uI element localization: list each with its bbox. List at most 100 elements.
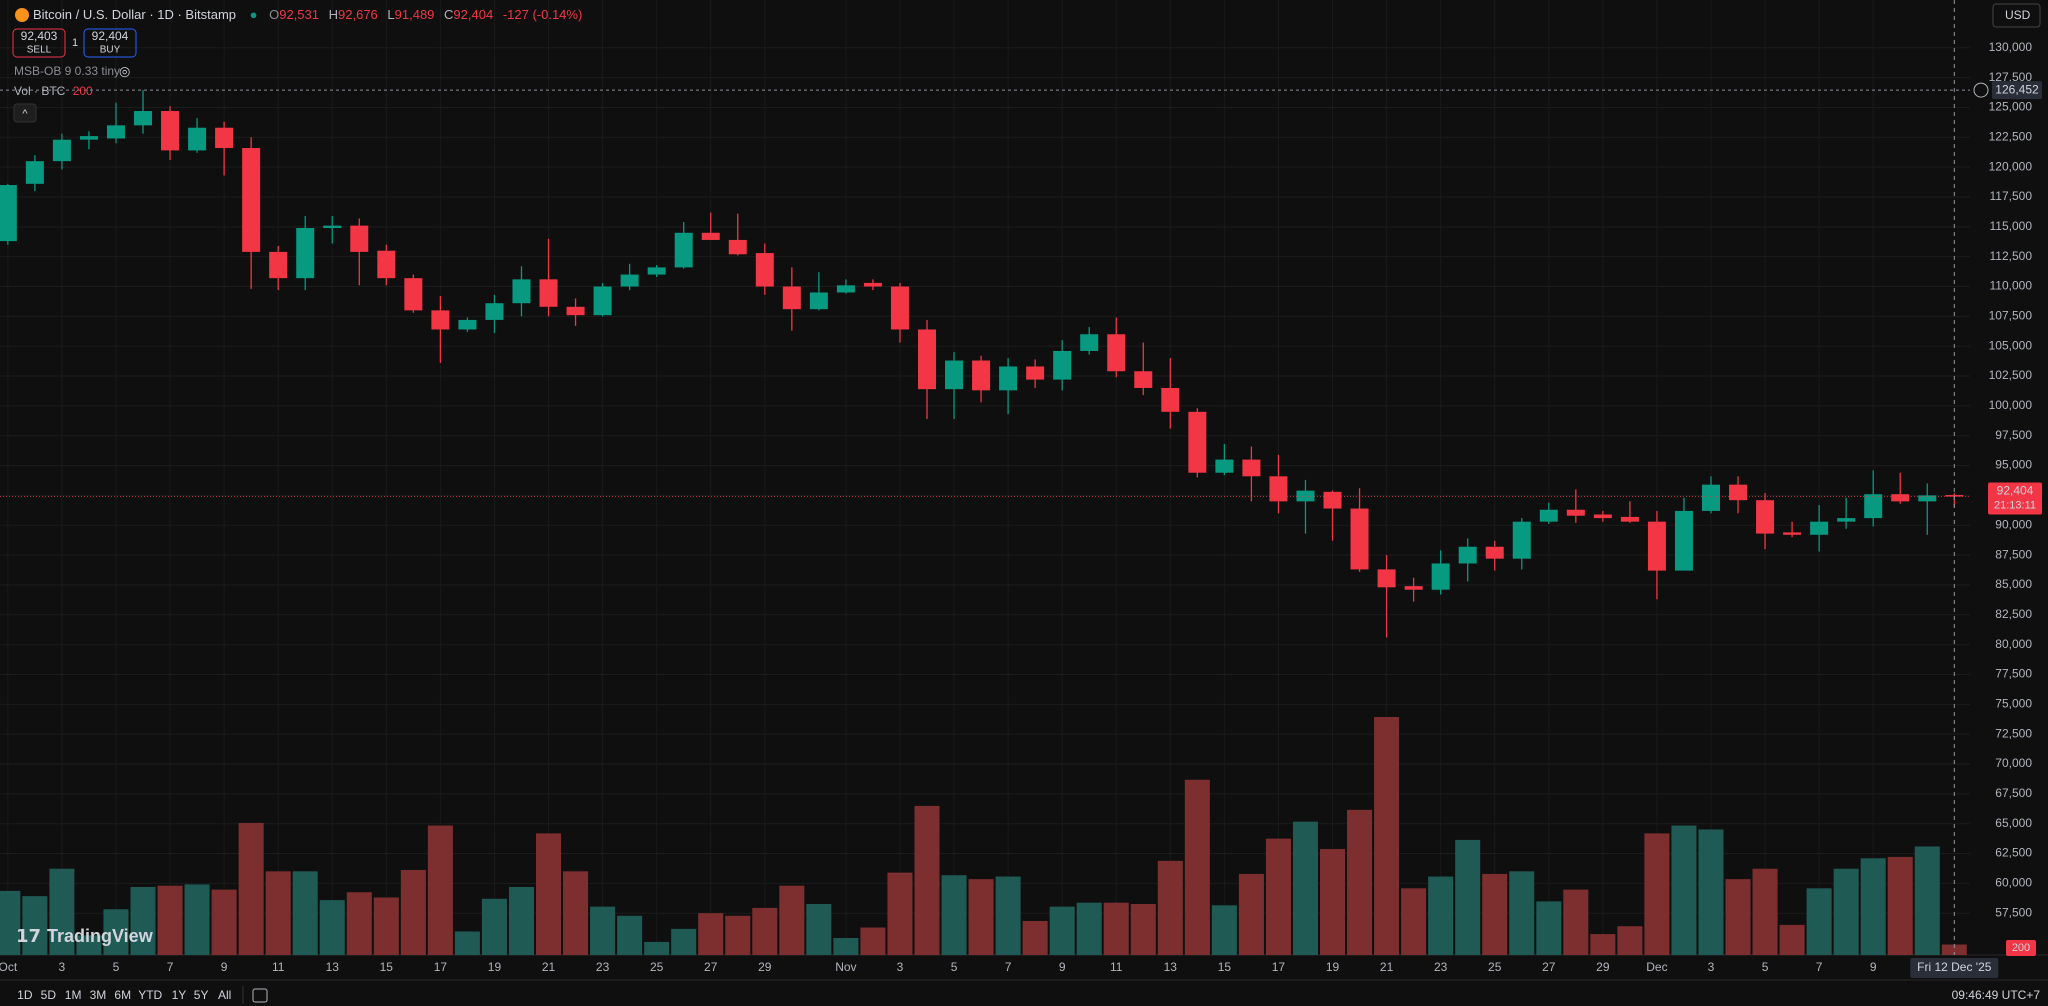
volume-bar	[1130, 904, 1156, 955]
sell-button[interactable]	[12, 28, 66, 58]
candle-body	[512, 279, 531, 304]
volume-bar	[1292, 821, 1318, 955]
add-alert-icon[interactable]	[1973, 82, 1989, 98]
candle-body	[1134, 371, 1153, 388]
volume-bar	[184, 884, 210, 955]
quantity[interactable]: 1	[72, 37, 78, 49]
range-button[interactable]: YTD	[138, 988, 162, 1002]
y-tick-label: 97,500	[1995, 428, 2032, 442]
open-value: 92,531	[279, 7, 319, 22]
clock: 09:46:49 UTC+7	[1952, 988, 2041, 1002]
candle-body	[809, 292, 828, 310]
y-tick-label: 62,500	[1995, 846, 2032, 860]
candle-body	[215, 127, 234, 149]
volume-bar	[1887, 856, 1913, 955]
candle-body	[1296, 490, 1315, 502]
candle-body	[620, 274, 639, 287]
y-tick-label: 110,000	[1990, 279, 2033, 293]
range-button[interactable]: 1M	[65, 988, 82, 1002]
range-button[interactable]: All	[218, 988, 231, 1002]
candle-body	[296, 228, 315, 279]
x-tick-label: 15	[1218, 960, 1232, 974]
y-tick-label: 120,000	[1989, 159, 2033, 173]
candle-body	[782, 286, 801, 310]
open-label: O	[269, 7, 279, 22]
x-tick-label: 7	[167, 960, 174, 974]
date-range-icon[interactable]	[252, 988, 268, 1003]
volume-bar	[400, 870, 426, 955]
close-value: 92,404	[453, 7, 493, 22]
volume-bar	[644, 941, 670, 955]
indicator-orderblocks[interactable]: MSB-OB 9 0.33 tiny	[14, 64, 120, 78]
candle-body	[945, 360, 964, 390]
indicator-volume[interactable]: Vol · BTC 200	[14, 84, 93, 98]
volume-bar	[1806, 888, 1832, 955]
high-label: H	[329, 7, 338, 22]
candle-body	[1729, 484, 1748, 501]
candle-body	[106, 125, 125, 139]
volume-bar	[1184, 779, 1210, 955]
volume-bar	[373, 897, 399, 955]
volume-bar	[806, 904, 832, 955]
y-tick-label: 117,500	[1990, 189, 2033, 203]
logo-mark: 𝟭𝟳	[16, 926, 41, 946]
y-tick-label: 90,000	[1995, 517, 2032, 531]
y-tick-label: 100,000	[1989, 398, 2033, 412]
currency-button[interactable]	[1992, 3, 2041, 28]
x-tick-label: 9	[1059, 960, 1066, 974]
candle-body	[1323, 491, 1342, 509]
symbol[interactable]: Bitcoin / U.S. Dollar · 1D · Bitstamp	[33, 7, 236, 22]
candle-body	[1107, 334, 1126, 372]
candle-body	[242, 148, 261, 252]
candle-body	[1269, 476, 1288, 502]
volume-bar	[698, 913, 724, 955]
candle-body	[1350, 508, 1369, 570]
volume-bar	[238, 822, 264, 955]
volume-bar	[427, 825, 453, 955]
volume-bar	[265, 871, 291, 955]
volume-bar	[1725, 879, 1751, 955]
high-label: 126,452	[1995, 82, 2039, 96]
candle-body	[1539, 509, 1558, 522]
volume-bar	[157, 885, 183, 955]
y-tick-label: 105,000	[1989, 338, 2033, 352]
buy-button[interactable]	[83, 28, 137, 58]
hide-icon[interactable]: ◎	[119, 63, 130, 78]
candle-body	[25, 161, 44, 184]
price-pane	[0, 90, 1964, 638]
volume-pane	[0, 717, 1967, 955]
x-tick-label: 25	[1488, 960, 1502, 974]
range-button[interactable]: 5D	[41, 988, 57, 1002]
collapse-button[interactable]	[13, 103, 37, 123]
volume-bar	[1157, 860, 1183, 955]
x-tick-label: 17	[1272, 960, 1286, 974]
range-button[interactable]: 1Y	[172, 988, 187, 1002]
volume-bar	[1022, 921, 1048, 955]
range-button[interactable]: 1D	[17, 988, 33, 1002]
candle-body	[917, 329, 936, 390]
x-tick-label: 7	[1816, 960, 1823, 974]
y-tick-label: 70,000	[1995, 756, 2032, 770]
x-tick-label: 9	[1870, 960, 1877, 974]
range-button[interactable]: 5Y	[194, 988, 209, 1002]
candle-body	[1188, 411, 1207, 473]
range-button[interactable]: 3M	[90, 988, 107, 1002]
y-tick-label: 115,000	[1990, 219, 2033, 233]
volume-bar	[1238, 873, 1264, 955]
x-tick-label: 3	[897, 960, 904, 974]
logo[interactable]: TradingView	[47, 926, 154, 946]
candle-body	[431, 310, 450, 330]
volume-bar	[1833, 868, 1859, 955]
candle-body	[1080, 334, 1099, 351]
volume-bar	[211, 889, 237, 955]
y-tick-label: 85,000	[1995, 577, 2032, 591]
x-tick-label: Nov	[835, 960, 856, 974]
range-button[interactable]: 6M	[114, 988, 131, 1002]
volume-bar	[130, 887, 156, 955]
volume-bar	[563, 871, 589, 955]
volume-last: 200	[73, 84, 93, 98]
candle-body	[999, 366, 1018, 391]
x-tick-label: 3	[59, 960, 66, 974]
candle-body	[52, 139, 71, 162]
x-tick-label: 11	[1110, 960, 1123, 974]
